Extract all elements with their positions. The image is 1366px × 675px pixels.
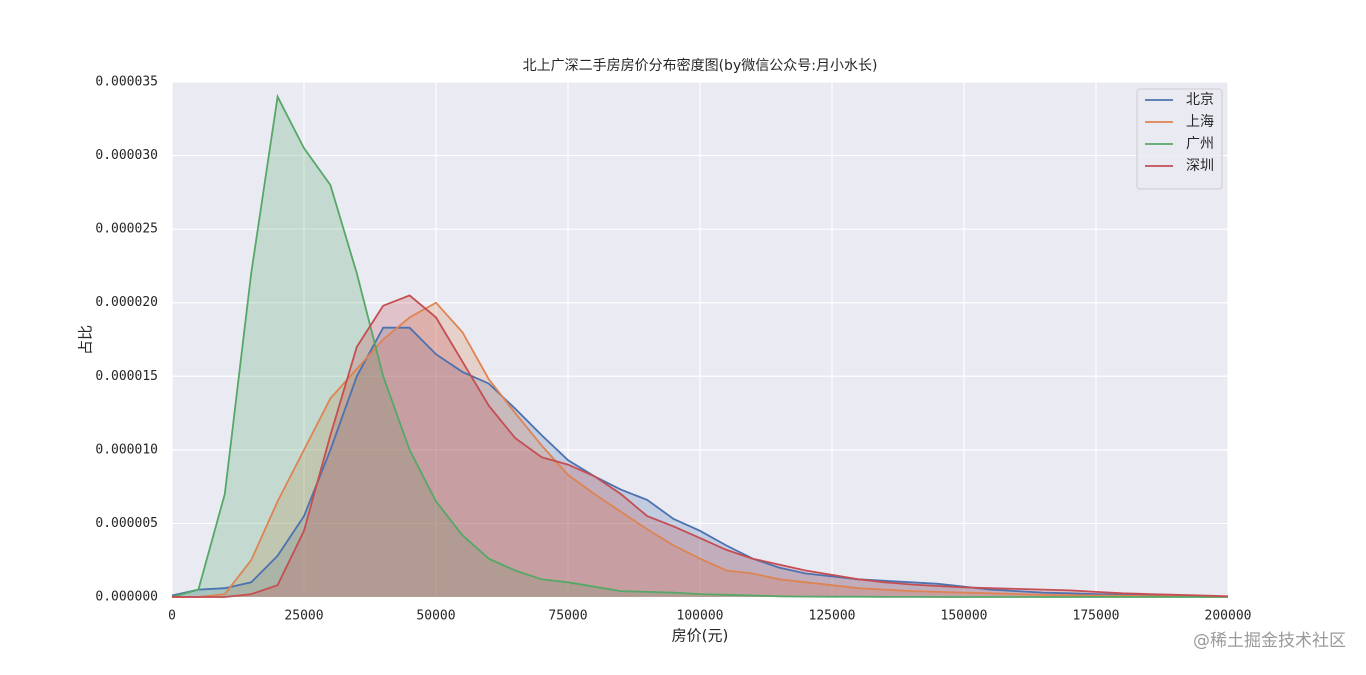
x-tick-label: 200000	[1205, 609, 1252, 624]
legend-label: 深圳	[1186, 158, 1214, 174]
y-tick-label: 0.000000	[95, 590, 158, 605]
x-tick-label: 100000	[677, 609, 724, 624]
x-tick-label: 150000	[941, 609, 988, 624]
area-fill	[172, 295, 1228, 597]
x-tick-label: 75000	[548, 609, 587, 624]
y-axis-label: 占比	[77, 325, 95, 355]
y-tick-label: 0.000010	[95, 442, 158, 457]
watermark: @稀土掘金技术社区	[1193, 631, 1346, 651]
area-fill	[172, 327, 1228, 597]
density-line	[171, 326, 1229, 598]
y-tick-label: 0.000035	[95, 75, 158, 90]
y-tick-label: 0.000005	[95, 516, 158, 531]
area-fill	[172, 96, 1228, 597]
x-tick-label: 50000	[416, 609, 455, 624]
x-tick-label: 175000	[1073, 609, 1120, 624]
y-tick-label: 0.000015	[95, 369, 158, 384]
x-axis-label: 房价(元)	[672, 627, 729, 645]
y-tick-label: 0.000020	[95, 295, 158, 310]
y-tick-label: 0.000025	[95, 222, 158, 237]
x-tick-label: 125000	[809, 609, 856, 624]
area-fill	[172, 302, 1228, 597]
chart-title: 北上广深二手房房价分布密度图(by微信公众号:月小水长)	[523, 57, 878, 74]
x-tick-label: 0	[168, 609, 176, 624]
legend-label: 广州	[1186, 136, 1214, 152]
legend-label: 北京	[1186, 92, 1214, 108]
density-line	[172, 294, 1229, 598]
y-tick-label: 0.000030	[95, 148, 158, 163]
density-line	[171, 93, 1228, 598]
legend-label: 上海	[1186, 114, 1214, 130]
x-tick-label: 25000	[284, 609, 323, 624]
legend-box	[1136, 88, 1223, 190]
